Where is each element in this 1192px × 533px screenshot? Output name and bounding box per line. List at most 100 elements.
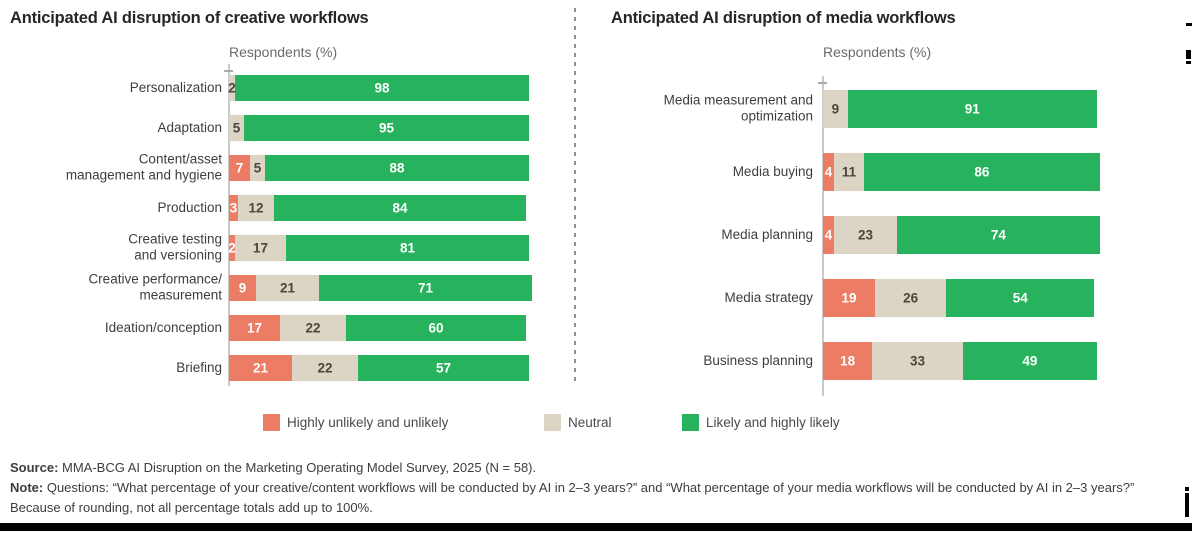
- segment-value: 57: [435, 360, 452, 376]
- segment-value: 22: [305, 320, 321, 336]
- segment-value: 23: [857, 227, 873, 243]
- bar-segment-neutral: 23: [833, 216, 897, 254]
- bar-segment-unlikely: 4: [823, 153, 834, 191]
- axis-label-media: Respondents (%): [823, 44, 932, 60]
- bar-segment-neutral: 2: [228, 75, 236, 101]
- segment-value: 17: [252, 240, 269, 256]
- bar-segment-unlikely: 19: [823, 279, 876, 317]
- source-text: MMA-BCG AI Disruption on the Marketing O…: [58, 460, 537, 475]
- bar-segment-neutral: 5: [229, 115, 244, 141]
- segment-value: 22: [317, 360, 333, 376]
- legend-swatch-likely: [682, 414, 699, 431]
- bar-segment-neutral: 11: [833, 153, 865, 191]
- source-line: Source: MMA-BCG AI Disruption on the Mar…: [10, 458, 1138, 478]
- bar-segment-likely: 91: [847, 90, 1097, 128]
- segment-value: 98: [374, 80, 390, 96]
- segment-value: 21: [279, 280, 296, 296]
- legend-item-neutral: Neutral: [544, 414, 612, 431]
- bar-segment-likely: 86: [864, 153, 1100, 191]
- footer: Source: MMA-BCG AI Disruption on the Mar…: [10, 458, 1138, 518]
- segment-value: 74: [990, 227, 1006, 243]
- bar-segment-neutral: 17: [235, 235, 286, 261]
- row-label: Personalization: [129, 79, 222, 95]
- bar-segment-likely: 98: [235, 75, 529, 101]
- bottom-border-bar: [0, 523, 1192, 531]
- bar-segment-likely: 60: [346, 315, 526, 341]
- bar-segment-likely: 57: [358, 355, 529, 381]
- bar-segment-unlikely: 9: [229, 275, 256, 301]
- row-label: Production: [157, 199, 222, 215]
- row-label: Creative performance/ measurement: [88, 271, 222, 303]
- segment-value: 4: [824, 227, 833, 243]
- bar-segment-likely: 71: [319, 275, 532, 301]
- bar-segment-neutral: 22: [292, 355, 358, 381]
- row-label: Adaptation: [157, 119, 222, 135]
- bar-segment-neutral: 5: [250, 155, 265, 181]
- segment-value: 84: [392, 200, 408, 216]
- legend-swatch-unlikely: [263, 414, 280, 431]
- row-label: Media planning: [721, 226, 813, 242]
- bar-segment-unlikely: 4: [823, 216, 834, 254]
- edge-artifact-exclamation-dot: [1186, 61, 1191, 64]
- bar-segment-likely: 95: [244, 115, 529, 141]
- segment-value: 88: [389, 160, 405, 176]
- segment-value: 71: [417, 280, 434, 296]
- bar-segment-unlikely: 21: [229, 355, 292, 381]
- bar-segment-neutral: 33: [872, 342, 963, 380]
- legend-label-unlikely: Highly unlikely and unlikely: [287, 415, 449, 430]
- row-label: Media buying: [732, 163, 813, 179]
- segment-value: 33: [910, 353, 926, 369]
- segment-value: 3: [229, 200, 238, 216]
- chart-title-creative: Anticipated AI disruption of creative wo…: [10, 9, 369, 27]
- divider-dashed-line: [574, 8, 576, 386]
- legend-swatch-neutral: [544, 414, 561, 431]
- segment-value: 91: [964, 101, 980, 117]
- bar-segment-likely: 88: [265, 155, 529, 181]
- legend-label-neutral: Neutral: [568, 415, 612, 430]
- note-label: Note:: [10, 480, 44, 495]
- segment-value: 5: [232, 120, 241, 136]
- bar-segment-unlikely: 3: [229, 195, 238, 221]
- legend-item-likely: Likely and highly likely: [682, 414, 840, 431]
- segment-value: 2: [228, 80, 236, 96]
- bar-segment-unlikely: 18: [823, 342, 873, 380]
- edge-artifact-i-bar: [1185, 493, 1189, 517]
- axis-tick-creative: [224, 70, 233, 72]
- segment-value: 49: [1022, 353, 1038, 369]
- segment-value: 11: [841, 164, 857, 180]
- row-label: Content/asset management and hygiene: [65, 151, 222, 183]
- chart-title-media: Anticipated AI disruption of media workf…: [611, 9, 956, 27]
- segment-value: 19: [841, 290, 857, 306]
- note-text: Questions: “What percentage of your crea…: [10, 480, 1135, 515]
- bar-segment-likely: 49: [962, 342, 1097, 380]
- segment-value: 4: [824, 164, 833, 180]
- edge-artifact-exclamation-bar: [1186, 50, 1191, 59]
- bar-segment-likely: 54: [946, 279, 1095, 317]
- bar-segment-neutral: 9: [823, 90, 848, 128]
- legend-item-unlikely: Highly unlikely and unlikely: [263, 414, 448, 431]
- bar-segment-unlikely: 2: [228, 235, 236, 261]
- segment-value: 21: [252, 360, 269, 376]
- segment-value: 81: [399, 240, 416, 256]
- segment-value: 9: [831, 101, 840, 117]
- bar-segment-neutral: 22: [280, 315, 346, 341]
- segment-value: 2: [228, 240, 236, 256]
- bar-segment-neutral: 12: [238, 195, 274, 221]
- edge-artifact-i-dot: [1185, 487, 1189, 491]
- axis-tick-media: [818, 82, 827, 84]
- segment-value: 7: [235, 160, 244, 176]
- segment-value: 60: [428, 320, 444, 336]
- bar-segment-likely: 84: [274, 195, 526, 221]
- segment-value: 9: [238, 280, 247, 296]
- row-label: Media strategy: [724, 289, 813, 305]
- bar-segment-likely: 74: [896, 216, 1100, 254]
- axis-line-creative: [228, 64, 230, 386]
- bar-segment-neutral: 26: [875, 279, 947, 317]
- axis-label-creative: Respondents (%): [229, 44, 338, 60]
- row-label: Creative testing and versioning: [128, 231, 222, 263]
- segment-value: 95: [378, 120, 395, 136]
- segment-value: 26: [903, 290, 919, 306]
- bar-segment-unlikely: 7: [229, 155, 250, 181]
- bar-segment-unlikely: 17: [229, 315, 280, 341]
